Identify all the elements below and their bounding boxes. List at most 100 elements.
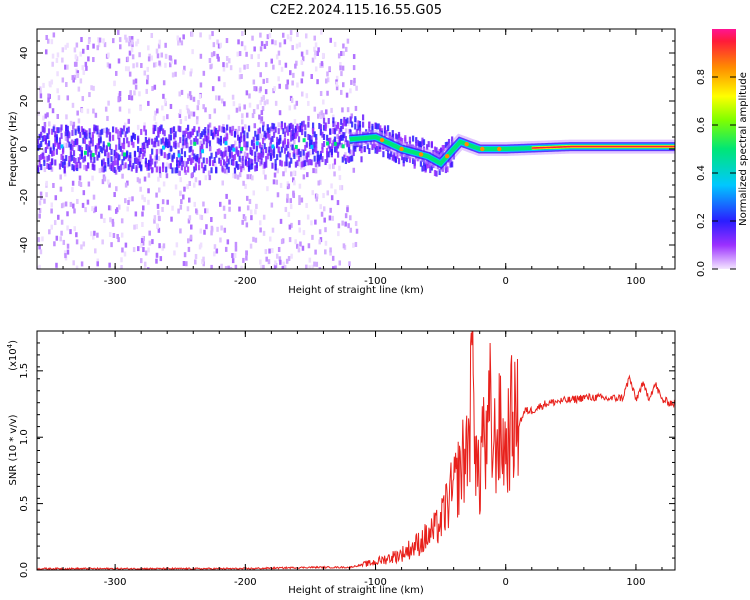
noise-cell [328, 164, 332, 170]
band-cell [271, 122, 274, 129]
noise-cell [238, 172, 242, 178]
noise-cell [262, 121, 265, 127]
noise-cell [69, 120, 73, 126]
noise-cell [76, 72, 80, 78]
noise-cell [278, 60, 281, 66]
noise-cell [215, 95, 218, 101]
noise-cell [271, 154, 274, 160]
noise-cell [224, 266, 228, 269]
noise-cell [140, 63, 143, 69]
noise-cell [276, 168, 279, 174]
noise-cell [261, 106, 265, 112]
snr-ytick-label: 0.5 [19, 496, 30, 512]
band-cell [219, 150, 223, 157]
noise-cell [129, 90, 132, 96]
band-cell [252, 136, 255, 143]
band-cell [388, 153, 391, 160]
noise-cell [120, 264, 123, 269]
noise-cell [290, 144, 293, 150]
noise-cell [330, 195, 334, 201]
noise-cell [120, 218, 124, 224]
noise-cell [324, 240, 328, 246]
noise-cell [268, 248, 271, 254]
noise-cell [349, 227, 353, 233]
noise-cell [176, 35, 180, 41]
noise-cell [222, 205, 226, 211]
band-cell [43, 127, 46, 134]
noise-cell [128, 50, 132, 56]
band-cell [90, 156, 93, 163]
band-cell [238, 142, 241, 149]
noise-cell [132, 63, 135, 69]
band-cell [343, 116, 346, 123]
noise-cell [148, 53, 151, 59]
noise-cell [320, 110, 324, 116]
noise-cell [128, 35, 132, 41]
band-cell [143, 150, 146, 157]
noise-cell [276, 192, 280, 198]
noise-cell [66, 243, 70, 249]
noise-cell [317, 47, 320, 53]
band-cell [63, 158, 66, 165]
noise-cell [224, 128, 227, 134]
band-cell [443, 144, 446, 151]
band-cell [429, 167, 432, 174]
band-cell [215, 127, 218, 134]
hot-cell [107, 142, 111, 147]
band-cell [171, 154, 174, 161]
noise-cell [241, 113, 244, 119]
noise-cell [286, 125, 290, 131]
noise-cell [114, 160, 118, 166]
band-cell [94, 148, 98, 155]
band-cell [108, 132, 112, 139]
noise-cell [125, 37, 128, 43]
noise-cell [223, 227, 227, 233]
band-cell [326, 150, 329, 157]
band-cell [38, 161, 41, 168]
noise-cell [251, 175, 254, 181]
noise-cell [213, 251, 216, 257]
noise-cell [180, 199, 183, 205]
noise-cell [64, 64, 67, 70]
noise-cell [300, 60, 304, 66]
band-cell [401, 154, 404, 161]
band-cell [274, 159, 277, 166]
noise-cell [243, 45, 247, 51]
noise-cell [223, 101, 226, 107]
noise-cell [288, 224, 292, 230]
band-cell [230, 151, 233, 158]
noise-cell [210, 225, 214, 231]
noise-cell [214, 162, 217, 168]
noise-cell [341, 220, 344, 226]
band-cell [165, 166, 168, 173]
band-cell [144, 136, 148, 143]
hot-cell [326, 141, 330, 146]
band-cell [271, 149, 274, 156]
noise-cell [124, 66, 128, 72]
band-cell [397, 131, 401, 138]
band-cell [197, 164, 201, 171]
noise-cell [90, 85, 93, 91]
noise-cell [202, 104, 205, 110]
noise-cell [325, 78, 328, 84]
noise-cell [51, 53, 55, 59]
noise-cell [186, 184, 189, 190]
noise-cell [246, 205, 250, 211]
noise-cell [300, 156, 303, 162]
noise-cell [109, 205, 113, 211]
noise-cell [332, 114, 335, 120]
band-cell [302, 120, 305, 127]
noise-cell [208, 34, 212, 40]
band-cell [105, 145, 108, 152]
noise-cell [204, 208, 207, 214]
noise-cell [278, 110, 282, 116]
noise-cell [334, 265, 337, 269]
noise-cell [321, 52, 325, 58]
noise-cell [314, 42, 318, 48]
band-cell [230, 144, 233, 151]
noise-cell [64, 253, 67, 259]
noise-cell [202, 201, 205, 207]
noise-cell [300, 150, 304, 156]
noise-cell [277, 76, 280, 82]
band-cell [340, 125, 343, 132]
